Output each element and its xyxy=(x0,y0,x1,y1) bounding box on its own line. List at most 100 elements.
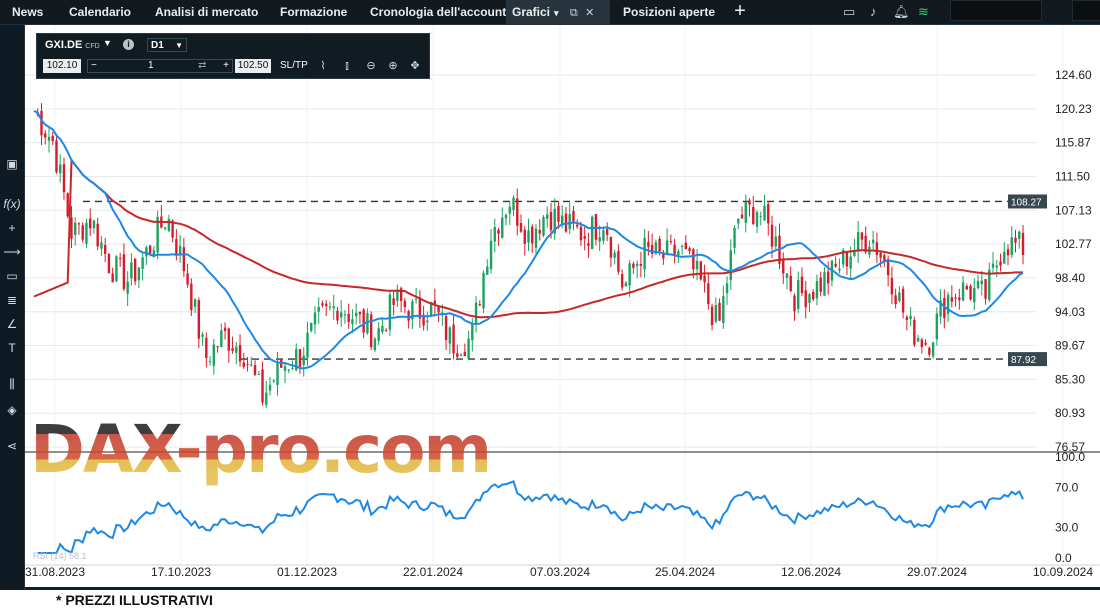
candle-body xyxy=(66,193,69,217)
plus-icon[interactable]: + xyxy=(223,60,229,71)
candle-body xyxy=(755,212,759,227)
close-icon[interactable]: ✕ xyxy=(585,7,595,19)
candle-body xyxy=(377,328,380,341)
account-box[interactable] xyxy=(950,0,1042,21)
candle-body xyxy=(122,254,126,290)
measure-icon[interactable]: ⫼ xyxy=(9,377,15,391)
candle-body xyxy=(433,300,437,305)
tab-posizioni-aperte[interactable]: Posizioni aperte xyxy=(623,5,716,19)
candle-body xyxy=(336,310,339,321)
candle-body xyxy=(647,241,650,248)
sell-price-button[interactable]: 102.10 xyxy=(43,59,81,73)
candle-body xyxy=(392,298,395,305)
price-tick-label: 120.23 xyxy=(1055,102,1092,116)
candle-body xyxy=(223,327,227,331)
candle-body xyxy=(632,263,635,268)
date-tick-label: 25.04.2024 xyxy=(655,565,715,579)
reset-icon[interactable]: ⇄ xyxy=(198,60,207,71)
candle-body xyxy=(654,242,658,254)
chevron-down-icon[interactable]: ▼ xyxy=(103,38,112,48)
candle-body xyxy=(557,206,560,222)
quantity-value[interactable]: 1 xyxy=(148,60,154,71)
rectangle-icon[interactable]: ▭ xyxy=(6,269,18,283)
candle-body xyxy=(909,315,912,320)
tab-grafici[interactable]: Grafici ▾ ⧉ ✕ xyxy=(506,0,610,24)
candle-body xyxy=(362,309,365,333)
buy-price-button[interactable]: 102.50 xyxy=(235,59,271,73)
candle-body xyxy=(504,214,508,219)
indicators-icon[interactable]: f(x) xyxy=(3,197,21,211)
candle-body xyxy=(740,214,744,219)
line-chart-icon[interactable]: ⌇ xyxy=(320,60,326,72)
fibonacci-icon[interactable]: ≣ xyxy=(6,293,18,307)
layout-icon[interactable]: ▭ xyxy=(843,4,856,19)
rsi-tick-label: 70.0 xyxy=(1055,480,1079,494)
candle-body xyxy=(733,227,736,248)
tab-analisi-di-mercato[interactable]: Analisi di mercato xyxy=(155,5,259,19)
candle-body xyxy=(785,273,789,278)
candle-body xyxy=(980,280,983,285)
candle-body xyxy=(437,306,440,313)
candle-body xyxy=(92,220,96,229)
tab-news[interactable]: News xyxy=(12,5,44,19)
candle-body xyxy=(744,201,747,223)
zoom-in-icon[interactable]: ⊕ xyxy=(388,60,398,72)
crosshair-icon[interactable]: + xyxy=(8,221,16,235)
candle-body xyxy=(871,239,875,244)
candle-body xyxy=(306,332,309,358)
candle-body xyxy=(905,317,909,321)
chart-area[interactable]: 108.27 87.92 124.60 120.23 115.87 111.50 107.… xyxy=(25,25,1100,587)
tab-calendario[interactable]: Calendario xyxy=(69,5,132,19)
candle-body xyxy=(62,164,66,193)
candle-body xyxy=(568,214,571,230)
candle-body xyxy=(1021,232,1025,255)
info-icon[interactable]: i xyxy=(123,39,134,50)
line-tool-icon[interactable]: ⟶ xyxy=(3,245,21,259)
candle-body xyxy=(201,334,204,337)
layers-icon[interactable]: ◈ xyxy=(7,403,17,417)
rsi-tick-label: 30.0 xyxy=(1055,521,1079,535)
bell-icon[interactable]: 🔔︎ xyxy=(893,4,910,19)
popout-icon[interactable]: ⧉ xyxy=(569,7,578,19)
candle-body xyxy=(684,242,688,250)
account-box-right[interactable] xyxy=(1072,0,1100,21)
candle-body xyxy=(609,236,613,258)
candle-body xyxy=(707,283,710,305)
sound-settings-icon[interactable]: ♪ xyxy=(870,4,877,19)
window-icon[interactable]: ▣ xyxy=(6,157,18,171)
text-tool-icon[interactable]: T xyxy=(8,341,16,355)
add-tab-icon[interactable]: + xyxy=(734,0,746,22)
candle-body xyxy=(44,133,47,138)
candle-body xyxy=(493,227,496,242)
candle-body xyxy=(838,268,841,271)
angle-icon[interactable]: ∠ xyxy=(6,317,18,331)
zoom-out-icon[interactable]: ⊖ xyxy=(366,60,376,72)
price-tick-label: 85.30 xyxy=(1055,372,1085,386)
minus-icon[interactable]: − xyxy=(91,60,97,71)
candle-body xyxy=(590,216,594,249)
candle-body xyxy=(190,283,193,311)
candle-body xyxy=(605,229,609,235)
sl-tp-button[interactable]: SL/TP xyxy=(280,60,308,71)
symbol-selector[interactable]: GXI.DE CFD xyxy=(45,39,100,51)
candle-body xyxy=(220,330,223,348)
price-tick-label: 98.40 xyxy=(1055,271,1085,285)
candle-body xyxy=(411,301,414,320)
candles-icon[interactable]: ⫾ xyxy=(345,60,349,72)
move-icon[interactable]: ✥ xyxy=(410,60,420,72)
candle-body xyxy=(272,380,275,382)
share-icon[interactable]: ⋖ xyxy=(6,439,18,453)
tab-cronologia-account[interactable]: Cronologia dell'account xyxy=(370,5,507,19)
candle-body xyxy=(943,298,946,319)
candle-body xyxy=(725,283,729,294)
tab-formazione[interactable]: Formazione xyxy=(280,5,348,19)
candle-body xyxy=(598,237,601,242)
timeframe-select[interactable]: D1 ▼ xyxy=(147,38,187,52)
candle-body xyxy=(452,324,455,354)
quantity-stepper[interactable]: − 1 ⇄ + xyxy=(87,59,233,73)
chevron-down-icon[interactable]: ▾ xyxy=(554,8,559,18)
candle-body xyxy=(373,338,377,351)
candle-body xyxy=(152,250,156,257)
candle-body xyxy=(85,222,88,244)
